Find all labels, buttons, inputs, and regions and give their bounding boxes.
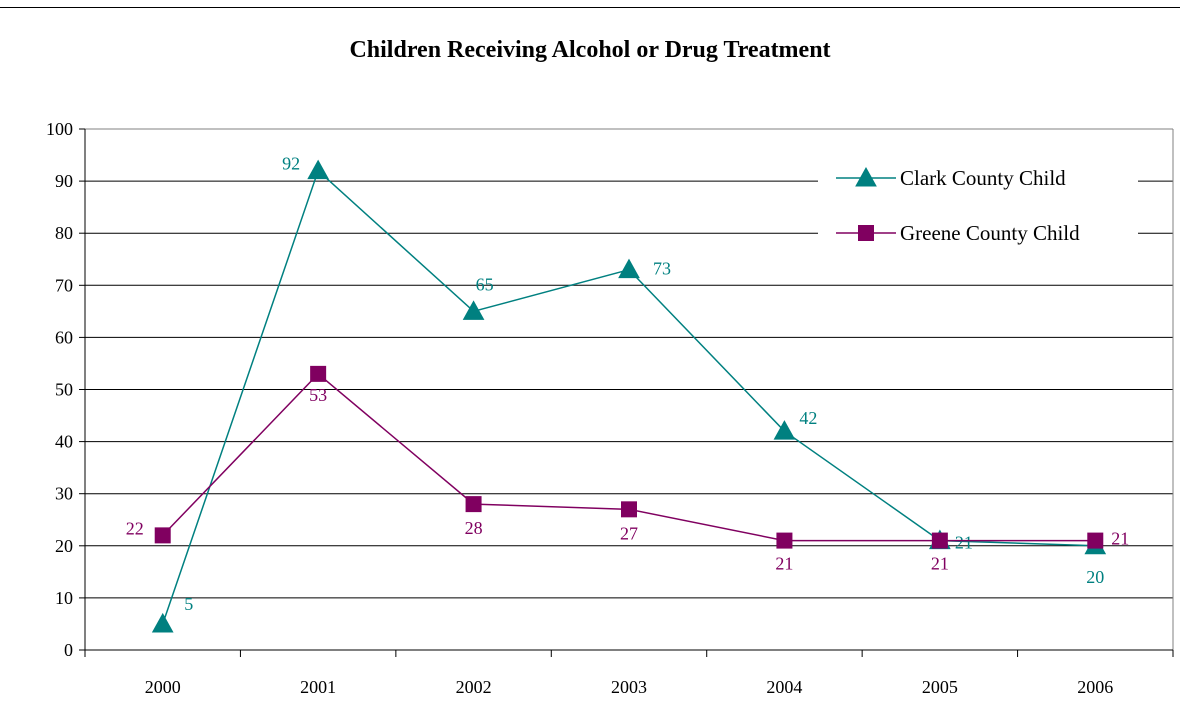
- legend-marker: [855, 166, 877, 187]
- legend-entry-0: Clark County Child: [836, 166, 1066, 190]
- data-point-square: [931, 532, 948, 549]
- y-tick-label: 30: [55, 484, 73, 504]
- data-point-triangle: [307, 159, 329, 180]
- y-tick-label: 0: [64, 640, 73, 660]
- data-point-square: [621, 501, 637, 518]
- data-label: 42: [799, 408, 817, 428]
- data-label: 21: [955, 533, 973, 553]
- legend-label: Greene County Child: [900, 221, 1080, 245]
- y-tick-label: 90: [55, 171, 73, 191]
- chart-title: Children Receiving Alcohol or Drug Treat…: [349, 37, 830, 63]
- series-layer: 5 92 65 73 42 21 20 22 53 28 27 21 21 21: [126, 154, 1129, 633]
- legend-label: Clark County Child: [900, 166, 1066, 190]
- data-label: 21: [775, 554, 793, 574]
- gridlines: [85, 180, 1173, 599]
- legend-entry-1: Greene County Child: [836, 221, 1080, 245]
- data-point-square: [1087, 532, 1104, 549]
- data-point-triangle: [773, 420, 796, 440]
- x-tick-label: 2005: [922, 677, 958, 697]
- x-axis-ticks: 2000 2001 2002 2003 2004 2005 2006: [84, 650, 1174, 697]
- x-tick-label: 2000: [145, 677, 181, 697]
- y-tick-label: 10: [55, 588, 73, 608]
- data-label: 22: [126, 518, 144, 538]
- data-label: 53: [309, 385, 327, 405]
- data-label: 27: [620, 523, 638, 543]
- legend-marker: [858, 225, 874, 241]
- x-tick-label: 2002: [456, 677, 492, 697]
- legend: Clark County Child Greene County Child: [818, 132, 1138, 252]
- data-point-square: [776, 532, 793, 549]
- data-point-square: [310, 365, 327, 382]
- data-label: 65: [476, 274, 494, 294]
- x-tick-label: 2006: [1077, 677, 1113, 697]
- x-tick-label: 2004: [766, 677, 802, 697]
- y-tick-label: 60: [55, 327, 73, 347]
- data-label: 20: [1086, 567, 1104, 587]
- y-tick-label: 70: [55, 275, 73, 295]
- data-label: 5: [184, 594, 193, 614]
- x-tick-label: 2003: [611, 677, 647, 697]
- series-1: 22 53 28 27 21 21 21: [126, 365, 1129, 574]
- data-point-square: [154, 527, 171, 544]
- y-tick-label: 50: [55, 380, 73, 400]
- data-label: 73: [653, 259, 671, 279]
- data-label: 28: [465, 518, 483, 538]
- top-rule: [0, 7, 1180, 8]
- y-tick-label: 100: [46, 119, 73, 139]
- y-axis-ticks: 0 10 20 30 40 50 60 70 80 90 100: [46, 119, 85, 660]
- data-point-triangle: [151, 612, 174, 633]
- data-point-triangle: [618, 258, 640, 279]
- data-label: 21: [1111, 529, 1129, 549]
- data-label: 92: [282, 154, 300, 174]
- data-point-square: [465, 496, 482, 513]
- x-tick-label: 2001: [300, 677, 336, 697]
- y-tick-label: 80: [55, 223, 73, 243]
- y-tick-label: 40: [55, 432, 73, 452]
- data-point-triangle: [462, 300, 485, 320]
- y-tick-label: 20: [55, 536, 73, 556]
- data-label: 21: [931, 554, 949, 574]
